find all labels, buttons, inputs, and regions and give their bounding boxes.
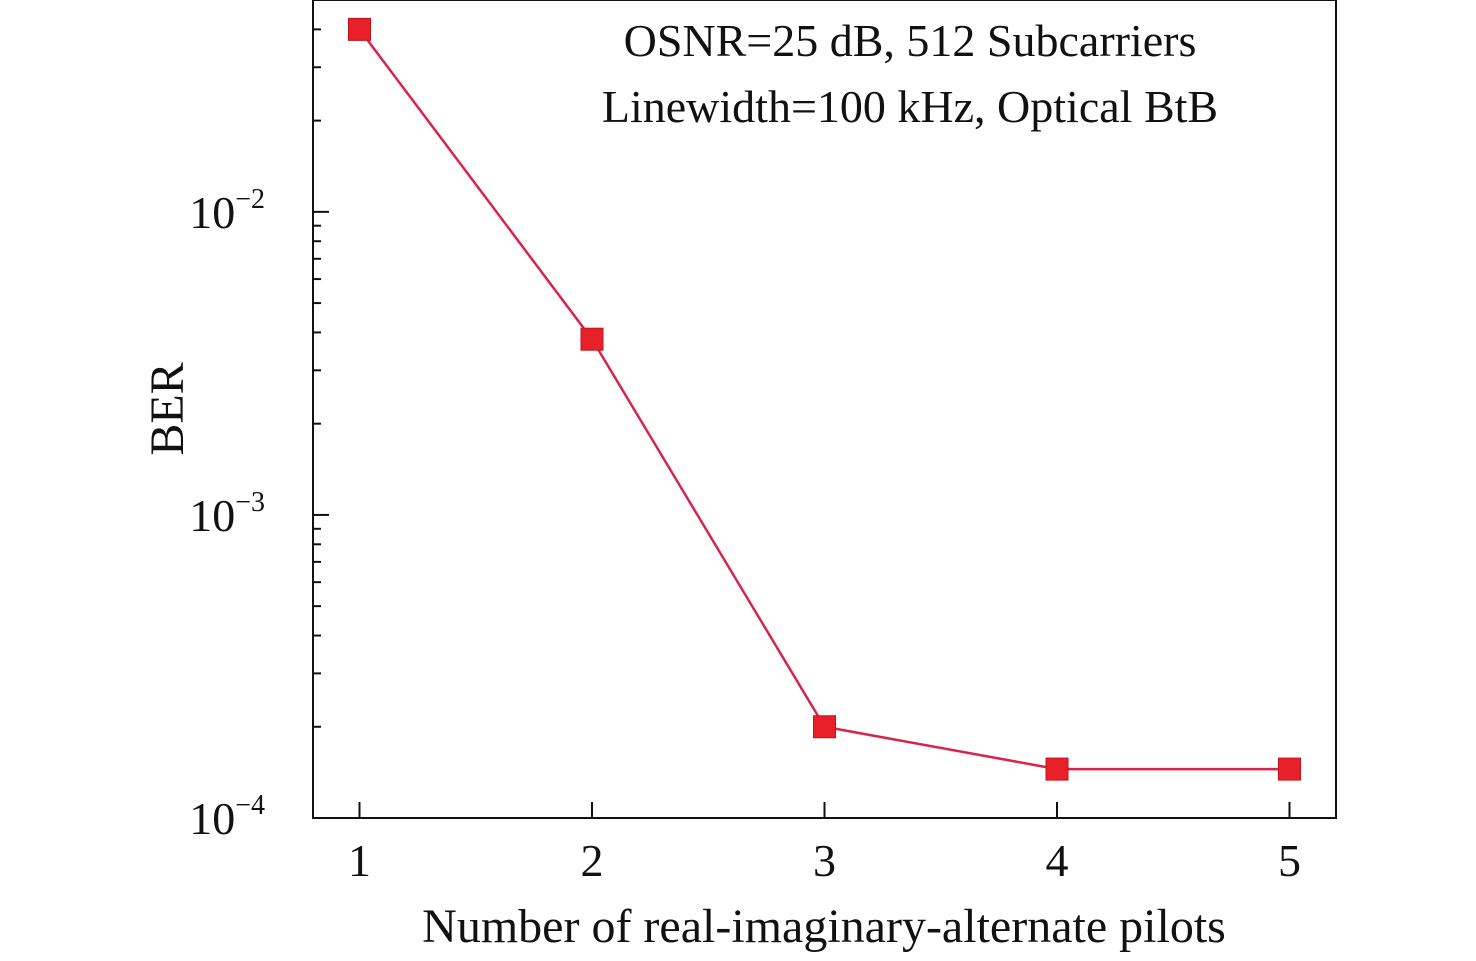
series-line <box>358 28 1290 771</box>
data-point-marker <box>1278 757 1301 781</box>
y-tick-label: 10−3 <box>189 487 265 541</box>
x-tick-label: 4 <box>1046 835 1069 886</box>
y-minor-ticks <box>313 28 321 728</box>
y-axis-title: BER <box>141 362 194 455</box>
x-tick-label: 3 <box>813 835 836 886</box>
data-point-marker <box>813 715 836 739</box>
major-ticks <box>313 210 1291 819</box>
x-axis-title: Number of real-imaginary-alternate pilot… <box>422 900 1226 953</box>
y-tick-label: 10−2 <box>189 184 265 238</box>
tick-labels: 10−2 10−3 10−4 1 2 3 4 5 <box>189 184 1301 886</box>
x-tick-label: 1 <box>348 835 371 886</box>
x-tick-label: 5 <box>1278 835 1301 886</box>
data-point-marker <box>1045 757 1069 781</box>
x-tick-label: 2 <box>581 835 604 886</box>
series-layer <box>348 17 1301 781</box>
annotation-line-1: OSNR=25 dB, 512 Subcarriers <box>624 15 1197 66</box>
y-tick-label: 10−4 <box>189 790 265 844</box>
annotation-line-2: Linewidth=100 kHz, Optical BtB <box>602 81 1218 132</box>
data-point-marker <box>580 327 604 351</box>
data-point-marker <box>348 17 371 41</box>
